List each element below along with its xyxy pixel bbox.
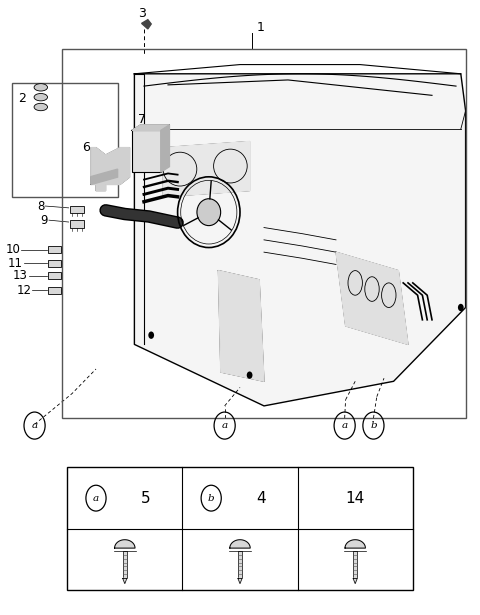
Text: 6: 6 bbox=[83, 141, 90, 154]
Circle shape bbox=[247, 371, 252, 379]
Bar bbox=[12, 83, 118, 197]
Text: 13: 13 bbox=[13, 269, 28, 282]
Text: b: b bbox=[370, 421, 377, 430]
Bar bbox=[70, 206, 84, 213]
Text: 1: 1 bbox=[257, 21, 264, 34]
Bar bbox=[67, 467, 413, 590]
Ellipse shape bbox=[197, 199, 221, 226]
Circle shape bbox=[458, 304, 464, 311]
Bar bbox=[62, 49, 466, 418]
Bar bbox=[123, 550, 127, 578]
Bar bbox=[48, 246, 61, 253]
Polygon shape bbox=[230, 540, 250, 548]
Polygon shape bbox=[91, 169, 118, 184]
Text: a: a bbox=[342, 421, 348, 430]
Text: 11: 11 bbox=[8, 256, 23, 270]
Text: 5: 5 bbox=[141, 491, 150, 506]
Text: 9: 9 bbox=[40, 213, 48, 227]
Bar bbox=[48, 272, 61, 279]
Polygon shape bbox=[353, 578, 357, 584]
Text: 3: 3 bbox=[138, 7, 145, 20]
Polygon shape bbox=[91, 148, 130, 191]
Bar bbox=[238, 550, 242, 578]
Text: 10: 10 bbox=[5, 243, 20, 256]
Text: 2: 2 bbox=[18, 92, 25, 105]
Polygon shape bbox=[161, 125, 169, 172]
Polygon shape bbox=[163, 141, 250, 197]
Ellipse shape bbox=[34, 84, 48, 91]
Text: 12: 12 bbox=[16, 284, 31, 297]
Text: a: a bbox=[93, 494, 99, 502]
Polygon shape bbox=[115, 540, 135, 548]
Text: a: a bbox=[222, 421, 228, 430]
Text: 7: 7 bbox=[138, 113, 145, 127]
Bar bbox=[48, 260, 61, 267]
Circle shape bbox=[148, 331, 154, 339]
Bar bbox=[132, 130, 161, 172]
Polygon shape bbox=[238, 578, 242, 584]
Ellipse shape bbox=[34, 93, 48, 101]
Bar bbox=[70, 220, 84, 228]
Polygon shape bbox=[142, 20, 151, 29]
Polygon shape bbox=[345, 540, 365, 548]
Text: a: a bbox=[32, 421, 37, 430]
Polygon shape bbox=[134, 74, 466, 406]
Text: b: b bbox=[208, 494, 215, 502]
Text: 4: 4 bbox=[256, 491, 265, 506]
Bar bbox=[353, 550, 357, 578]
Text: 8: 8 bbox=[37, 199, 44, 213]
Text: 14: 14 bbox=[346, 491, 365, 506]
Polygon shape bbox=[336, 252, 408, 344]
Ellipse shape bbox=[34, 103, 48, 111]
Polygon shape bbox=[123, 578, 127, 584]
Polygon shape bbox=[132, 125, 169, 130]
Polygon shape bbox=[218, 271, 264, 381]
Bar bbox=[48, 287, 61, 294]
